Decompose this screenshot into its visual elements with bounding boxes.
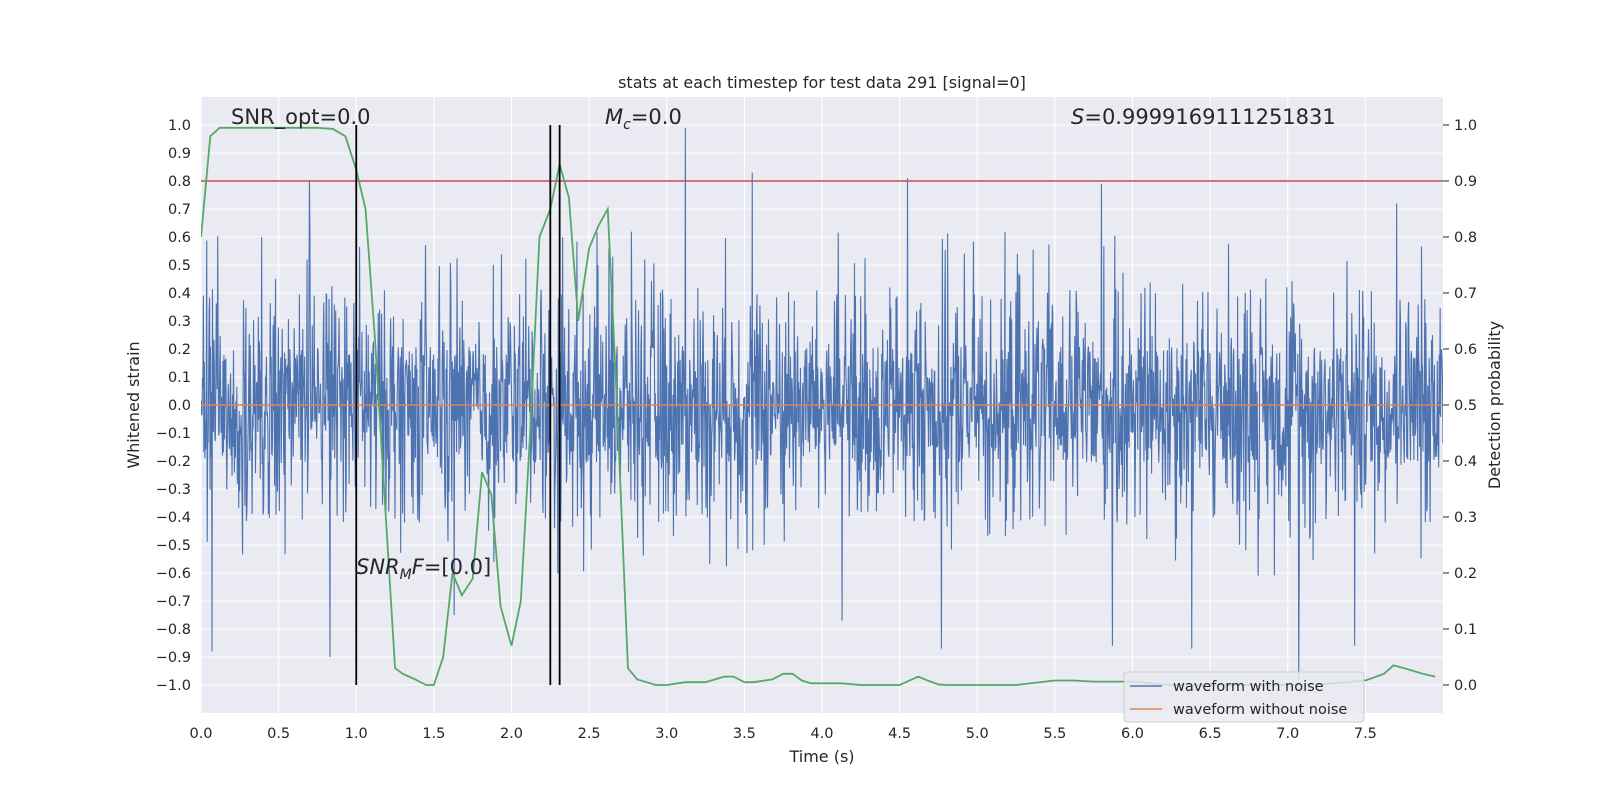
y2-tick-label: 0.4 [1454,454,1477,470]
chirp-mass-subscript: c [623,117,631,133]
y2-tick-label: 0.2 [1454,566,1477,582]
score-symbol: S [1071,105,1084,129]
x-tick-label: 5.5 [1043,726,1066,742]
y-tick-label: 1.0 [168,118,191,134]
snr-mf-annotation: SNRMF=[0.0] [356,555,491,583]
snr-mf-subscript: M [400,567,412,583]
y-tick-label: −0.3 [156,482,191,498]
y-axis-left: 1.0 0.9 0.8 0.7 0.6 0.5 0.4 0.3 0.2 0.1 0.0 −0.1 −0.… [156,118,191,694]
y2-tick-label: 0.8 [1454,230,1477,246]
y-tick-label: 0.2 [168,342,191,358]
y-tick-label: −0.1 [156,426,191,442]
series-detection-probability [201,126,1436,686]
y-tick-label: −0.4 [156,510,191,526]
x-tick-label: 4.5 [888,726,911,742]
x-tick-label: 7.5 [1354,726,1377,742]
chirp-mass-annotation: Mc=0.0 [605,105,682,133]
legend-label-waveform-without-noise: waveform without noise [1173,702,1347,718]
y2-axis-label: Detection probability [1485,321,1504,489]
legend-label-waveform-with-noise: waveform with noise [1173,679,1324,695]
chirp-mass-value: =0.0 [631,105,682,129]
x-axis-label: Time (s) [788,747,854,766]
y-tick-label: 0.1 [168,370,191,386]
y2-tick-label: 0.3 [1454,510,1477,526]
snr-opt-annotation: SNR_opt=0.0 [231,105,371,130]
y-tick-label: 0.5 [168,258,191,274]
y-tick-label: −0.8 [156,622,191,638]
y2-tick-label: 1.0 [1454,118,1477,134]
y-tick-label: 0.6 [168,230,191,246]
x-tick-label: 5.0 [966,726,989,742]
x-tick-label: 0.0 [189,726,212,742]
y2-tick-label: 0.5 [1454,398,1477,414]
y-tick-label: 0.3 [168,314,191,330]
y-tick-label: −0.9 [156,650,191,666]
x-tick-label: 6.0 [1121,726,1144,742]
x-tick-label: 3.0 [655,726,678,742]
snr-mf-value: =[0.0] [424,555,491,579]
chart-title: stats at each timestep for test data 291… [618,73,1026,92]
x-tick-label: 2.0 [500,726,523,742]
x-tick-label: 1.0 [345,726,368,742]
legend: waveform with noise waveform without noi… [1123,671,1365,723]
legend-box [1123,671,1365,723]
score-value: =0.9999169111251831 [1084,105,1335,129]
x-tick-label: 4.0 [810,726,833,742]
snr-mf-symbol: SNR [356,555,400,579]
x-tick-label: 2.5 [578,726,601,742]
y-tick-label: 0.7 [168,202,191,218]
y-tick-label: 0.0 [168,398,191,414]
y2-tick-label: 0.9 [1454,174,1477,190]
y-tick-label: 0.8 [168,174,191,190]
x-tick-label: 6.5 [1199,726,1222,742]
chirp-mass-symbol: M [605,105,623,129]
y-tick-label: 0.4 [168,286,191,302]
x-tick-label: 1.5 [422,726,445,742]
y-tick-label: −0.2 [156,454,191,470]
y2-tick-label: 0.1 [1454,622,1477,638]
y-axis-label: Whitened strain [124,341,143,468]
x-tick-label: 0.5 [267,726,290,742]
series-waveform-with-noise [201,127,1443,680]
y-tick-label: 0.9 [168,146,191,162]
y-tick-label: −0.5 [156,538,191,554]
y2-tick-label: 0.0 [1454,678,1477,694]
y-tick-label: −1.0 [156,678,191,694]
data-layer [201,125,1443,686]
y-tick-label: −0.6 [156,566,191,582]
y2-tick-label: 0.6 [1454,342,1477,358]
y-tick-label: −0.7 [156,594,191,610]
y-axis-right: 1.0 0.9 0.8 0.7 0.6 0.5 0.4 0.3 0.2 0.1 0.0 [1443,118,1477,694]
x-tick-label: 7.0 [1276,726,1299,742]
snr-mf-tail: F [412,555,425,579]
x-axis: 0.0 0.5 1.0 1.5 2.0 2.5 3.0 3.5 4.0 4.5 5.0 5.5 6.0 6… [189,726,1376,742]
y2-tick-label: 0.7 [1454,286,1477,302]
x-tick-label: 3.5 [733,726,756,742]
score-annotation: S=0.9999169111251831 [1071,105,1336,129]
